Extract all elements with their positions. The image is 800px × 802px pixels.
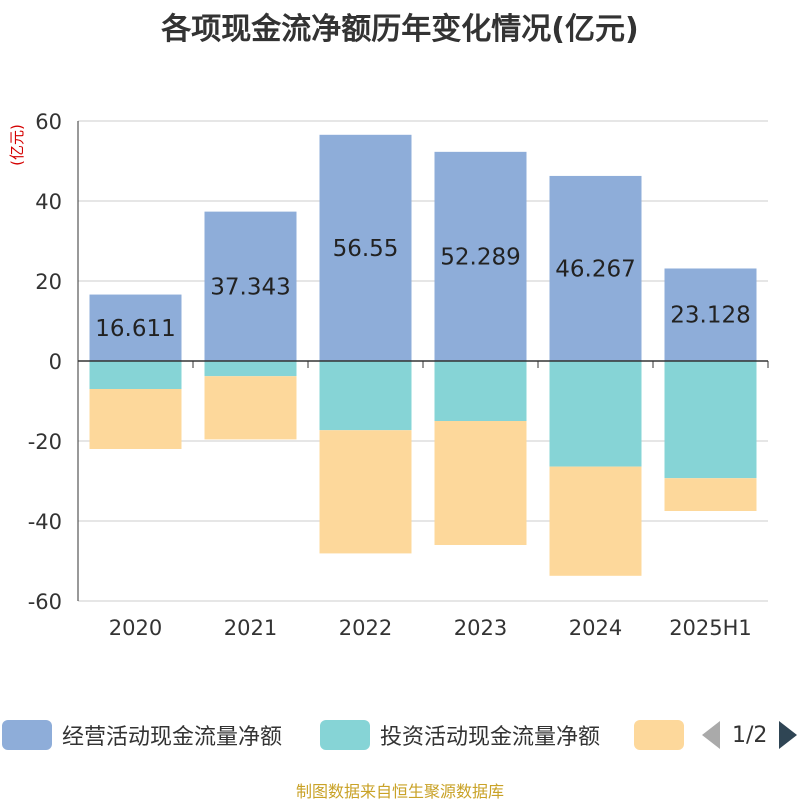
x-tick-label: 2025H1 [669, 616, 752, 640]
legend-pager: 1/2 [702, 717, 798, 753]
y-unit-label: (亿元) [8, 124, 26, 166]
legend-swatch-investing [320, 720, 370, 750]
legend-next-page-icon[interactable] [779, 721, 798, 749]
data-label: 16.611 [95, 316, 175, 342]
bar-series1-2023 [434, 151, 527, 361]
y-tick-label: 20 [35, 270, 62, 294]
legend-swatch-third [634, 720, 684, 750]
legend-label-operating: 经营活动现金流量净额 [62, 725, 283, 750]
data-label: 37.343 [210, 274, 290, 300]
bar-series1-2021 [204, 211, 297, 361]
y-tick-label: 60 [35, 110, 62, 134]
bar-series1-2025H1 [664, 268, 757, 361]
bar-series3-2022 [319, 430, 412, 554]
x-tick-label: 2021 [224, 616, 277, 640]
bar-series3-2023 [434, 421, 527, 545]
x-tick-label: 2020 [109, 616, 162, 640]
legend-page-indicator: 1/2 [732, 722, 768, 748]
x-tick-label: 2023 [454, 616, 507, 640]
bar-series2-2024 [549, 361, 642, 467]
legend: 经营活动现金流量净额 投资活动现金流量净额 1/2 [0, 717, 800, 753]
bar-series2-2022 [319, 361, 412, 431]
bar-series2-2020 [89, 361, 182, 389]
data-label: 23.128 [670, 303, 750, 329]
bar-series3-2024 [549, 466, 642, 576]
legend-prev-page-icon[interactable] [702, 721, 720, 749]
bar-series3-2021 [204, 376, 297, 440]
bar-series2-2023 [434, 361, 527, 421]
data-label: 52.289 [440, 244, 520, 270]
y-tick-label: -40 [28, 510, 62, 534]
bar-series1-2024 [549, 175, 642, 361]
bar-series3-2025H1 [664, 478, 757, 511]
legend-item-investing[interactable]: 投资活动现金流量净额 [320, 717, 600, 753]
bar-series2-2025H1 [664, 361, 757, 479]
data-label: 56.55 [333, 236, 399, 262]
y-tick-label: -20 [28, 430, 62, 454]
legend-swatch-operating [2, 720, 52, 750]
data-label: 46.267 [555, 256, 635, 282]
bar-series1-2022 [319, 134, 412, 361]
x-tick-label: 2024 [569, 616, 622, 640]
legend-item-third[interactable] [634, 717, 684, 753]
bar-series2-2021 [204, 361, 297, 377]
legend-item-operating[interactable]: 经营活动现金流量净额 [2, 717, 282, 753]
chart-title: 各项现金流净额历年变化情况(亿元) [161, 12, 639, 47]
legend-label-investing: 投资活动现金流量净额 [380, 725, 601, 750]
y-tick-label: 0 [49, 350, 62, 374]
bar-series3-2020 [89, 389, 182, 449]
chart-plot: 60 40 20 0 -20 -40 -60 (亿元) 16.611 2020 37.343 2021… [8, 110, 769, 640]
x-tick-label: 2022 [339, 616, 392, 640]
bar-series1-2020 [89, 294, 182, 361]
y-tick-label: 40 [35, 190, 62, 214]
source-note: 制图数据来自恒生聚源数据库 [295, 782, 504, 801]
y-tick-label: -60 [28, 590, 62, 614]
